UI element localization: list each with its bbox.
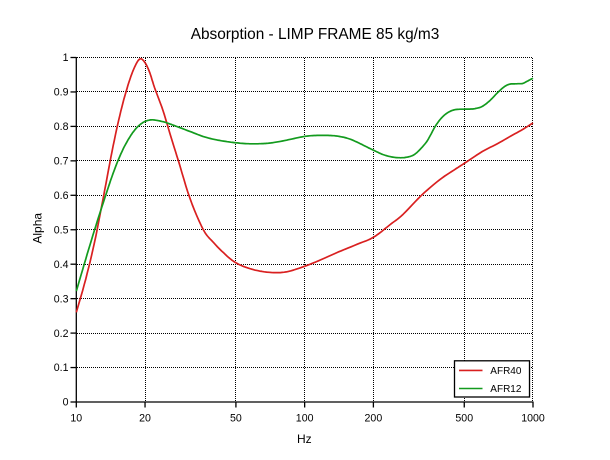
svg-text:0.9: 0.9 (54, 87, 69, 99)
svg-text:0.2: 0.2 (54, 328, 69, 340)
svg-text:AFR40: AFR40 (490, 366, 522, 377)
svg-text:500: 500 (455, 412, 473, 424)
svg-text:100: 100 (296, 412, 314, 424)
svg-text:0: 0 (63, 397, 69, 409)
svg-text:Alpha: Alpha (31, 213, 45, 244)
svg-text:0.7: 0.7 (54, 156, 69, 168)
svg-text:200: 200 (365, 412, 383, 424)
svg-text:0.3: 0.3 (54, 293, 69, 305)
svg-text:0.4: 0.4 (54, 259, 69, 271)
svg-text:AFR12: AFR12 (490, 384, 522, 395)
svg-text:10: 10 (70, 412, 82, 424)
svg-text:1000: 1000 (521, 412, 545, 424)
svg-text:20: 20 (139, 412, 151, 424)
svg-text:Absorption - LIMP FRAME 85 kg/: Absorption - LIMP FRAME 85 kg/m3 (191, 26, 440, 43)
svg-text:0.8: 0.8 (54, 121, 69, 133)
svg-text:1: 1 (63, 52, 69, 64)
svg-text:0.6: 0.6 (54, 190, 69, 202)
svg-text:0.1: 0.1 (54, 362, 69, 374)
svg-text:Hz: Hz (297, 432, 312, 446)
svg-text:50: 50 (230, 412, 242, 424)
svg-text:0.5: 0.5 (54, 224, 69, 236)
